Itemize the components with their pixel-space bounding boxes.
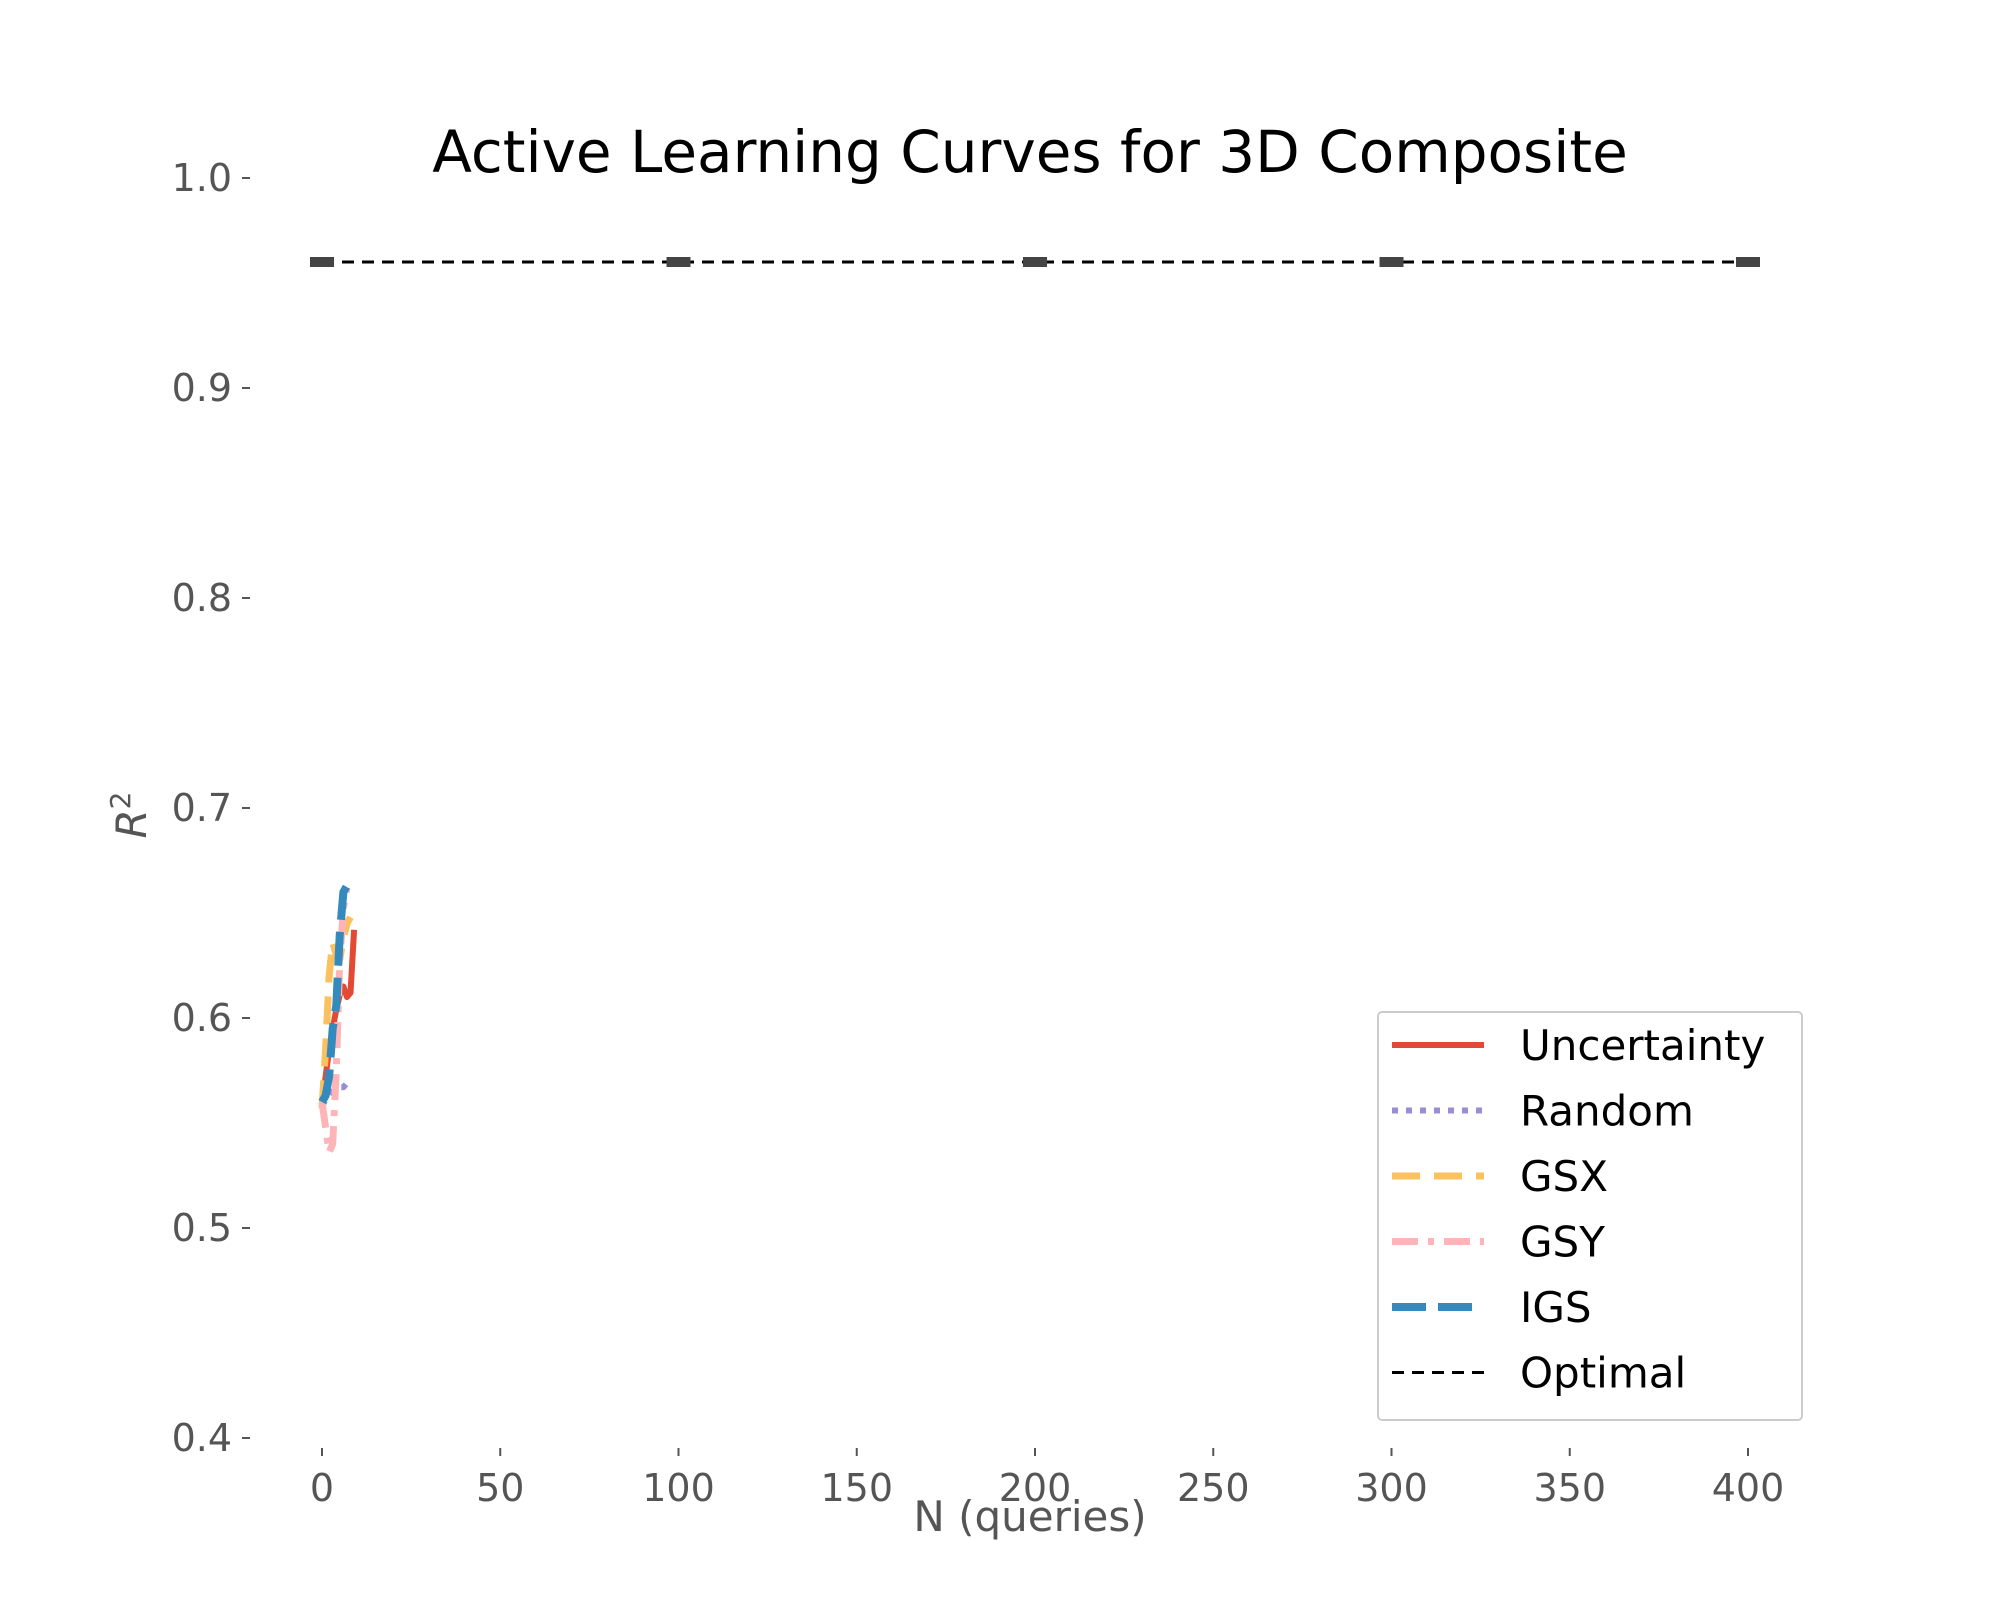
legend-label-optimal: Optimal [1520,1349,1686,1398]
series-igs [318,881,353,1104]
optimal-point [666,257,691,267]
x-axis-label: N (queries) [913,1492,1146,1541]
series-layer [310,257,1760,1156]
y-tick-label: 0.7 [172,786,232,830]
series-line-random [319,1080,353,1108]
optimal-point [1736,257,1760,267]
legend-label-random: Random [1520,1087,1694,1136]
y-axis: 0.4 0.5 0.6 0.7 0.8 0.9 1.0 [172,156,250,1460]
legend-label-gsx: GSX [1520,1152,1608,1201]
chart-title: Active Learning Curves for 3D Composite [432,118,1628,186]
optimal-point [1379,257,1404,267]
y-axis-label-base: R [107,809,156,838]
legend: Uncertainty Random GSX GSY IGS Optimal [1377,1011,1803,1421]
x-tick-label: 350 [1533,1466,1606,1510]
legend-label-uncertainty: Uncertainty [1520,1021,1765,1070]
x-tick-label: 0 [310,1466,334,1510]
y-tick-label: 0.8 [172,576,232,620]
x-tick-label: 250 [1177,1466,1250,1510]
series-random [319,1080,353,1108]
series-line-igs [318,881,353,1104]
y-axis-label-group: R2 [104,791,156,838]
optimal-point [310,257,334,267]
x-tick-label: 400 [1712,1466,1785,1510]
y-tick-label: 0.5 [172,1206,232,1250]
y-tick-label: 0.4 [172,1416,232,1460]
legend-box [1377,1011,1803,1421]
legend-label-gsy: GSY [1520,1218,1605,1267]
x-axis: 0 50 100 150 200 250 300 350 400 [310,1448,1784,1510]
y-tick-label: 0.6 [172,996,232,1040]
x-tick-label: 150 [820,1466,893,1510]
y-axis-label: R2 [104,791,156,838]
y-tick-label: 1.0 [172,156,232,200]
legend-label-igs: IGS [1520,1283,1592,1332]
x-tick-label: 200 [999,1466,1072,1510]
y-tick-label: 0.9 [172,366,232,410]
x-tick-label: 50 [476,1466,524,1510]
series-optimal [310,257,1760,267]
optimal-point [1023,257,1047,267]
x-tick-label: 100 [642,1466,715,1510]
y-axis-label-superscript: 2 [104,791,137,809]
x-tick-label: 300 [1355,1466,1428,1510]
